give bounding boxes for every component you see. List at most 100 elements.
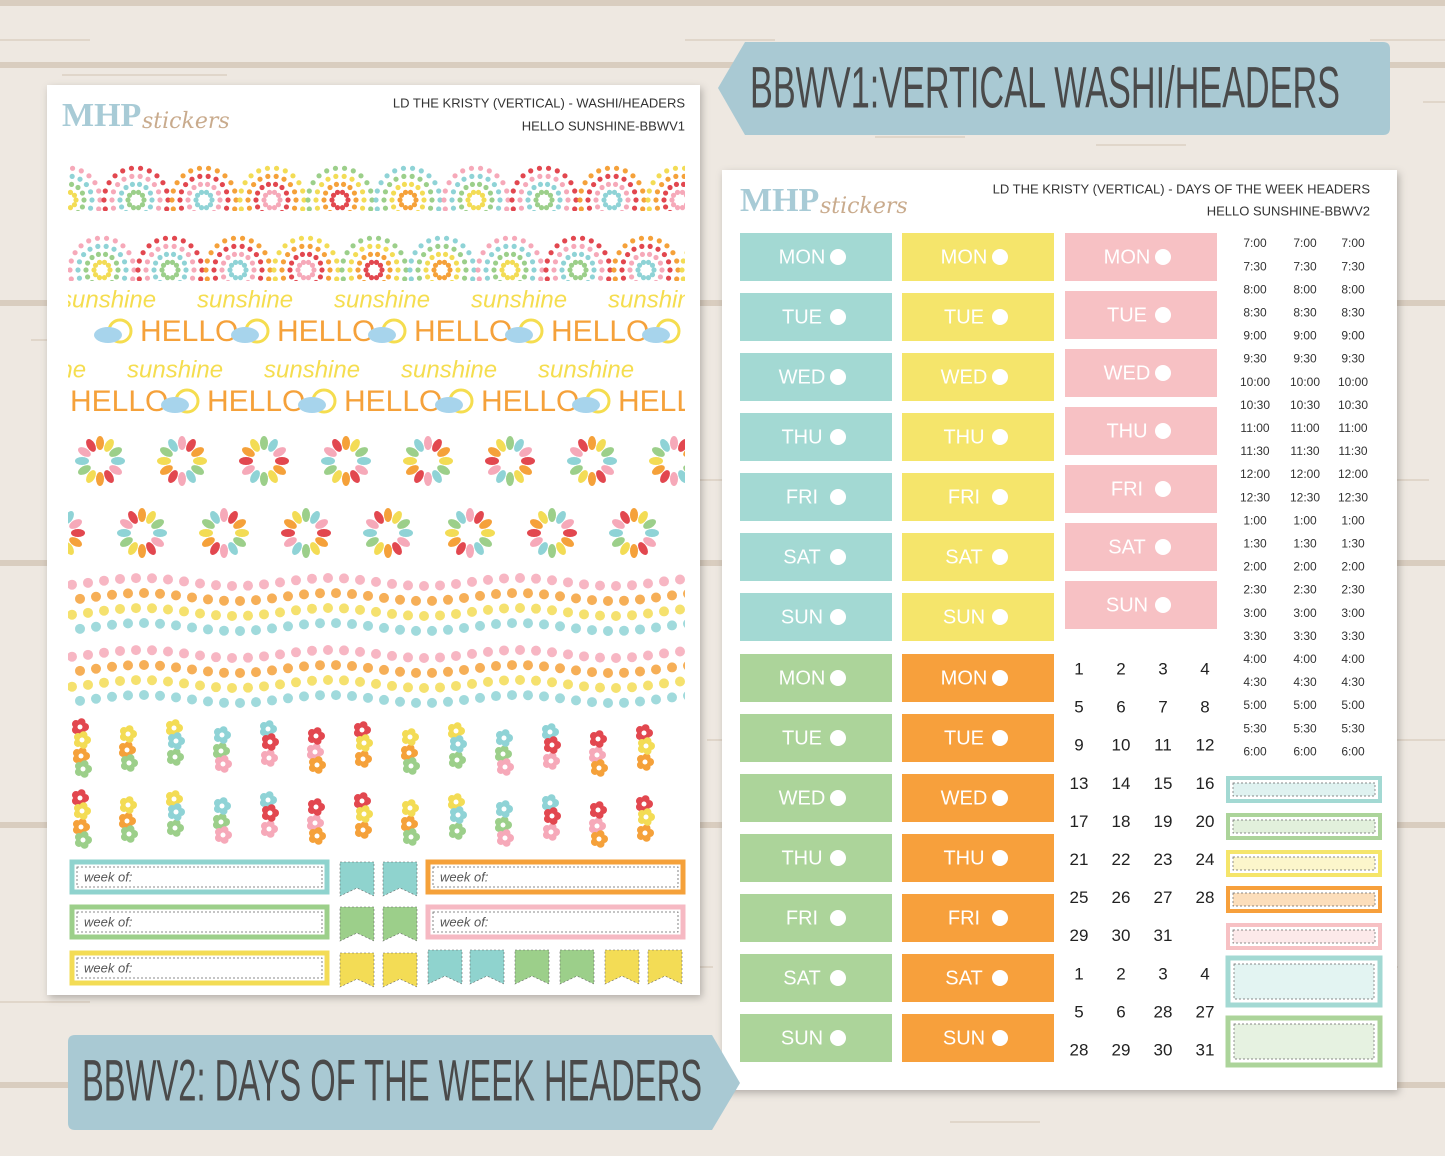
label-box (1226, 886, 1382, 913)
washi-dot (653, 279, 659, 281)
day-checkbox (830, 970, 846, 986)
washi-flower (507, 660, 517, 671)
washi-flower (227, 580, 237, 591)
washi-flower (427, 595, 437, 606)
washi-dot (543, 267, 549, 273)
washi-dot (587, 246, 593, 252)
washi-dot (435, 243, 441, 249)
washi-dot (411, 192, 418, 198)
washi-dot (348, 259, 355, 265)
flag-sticker (604, 949, 640, 985)
washi-dot (330, 250, 336, 256)
washi-petal (69, 537, 82, 547)
washi-flower-center (80, 837, 86, 843)
washi-dot (76, 259, 83, 265)
washi-dot (647, 243, 653, 249)
washi-dot (189, 176, 195, 182)
washi-dot (429, 254, 435, 261)
washi-petal (374, 542, 384, 555)
date-label: 23 (1154, 850, 1173, 869)
washi-petal (643, 519, 656, 529)
washi-strip: sunshineHELLOsunshineHELLOsunshineHELLOs… (68, 287, 685, 353)
washi-flower (547, 647, 557, 658)
washi-dot (572, 188, 578, 194)
washi-dot (353, 197, 359, 203)
washi-flower (683, 661, 685, 670)
washi-dot (554, 243, 560, 249)
washi-dot (259, 209, 265, 211)
washi-flower-center (547, 729, 553, 735)
washi-flower (643, 680, 653, 691)
washi-dot (562, 173, 568, 179)
washi-flower (235, 625, 245, 636)
washi-flower-center (266, 826, 272, 832)
washi-flower (323, 675, 333, 686)
flag-sticker (382, 952, 418, 988)
washi-flower (427, 667, 437, 678)
washi-flower-center (406, 821, 412, 827)
washi-petal (312, 743, 321, 752)
washi-petal (601, 465, 614, 475)
washi-dot (679, 189, 685, 195)
washi-petal (649, 456, 663, 466)
washi-flower (371, 606, 381, 617)
washi-dot (86, 238, 92, 244)
washi-dot (368, 188, 374, 194)
washi-flower (291, 677, 301, 688)
date-label: 10 (1112, 736, 1131, 755)
washi-dot (72, 250, 78, 256)
washi-dot (205, 173, 211, 179)
washi-dot (220, 260, 227, 266)
washi-flower (171, 620, 181, 631)
washi-dot (582, 180, 588, 186)
washi-dot (416, 259, 423, 265)
washi-dot (645, 275, 652, 281)
washi-petal (500, 816, 509, 825)
washi-dot (503, 243, 509, 249)
time-label: 5:00 (1293, 698, 1317, 712)
washi-petal (160, 465, 173, 475)
washi-dot (589, 260, 596, 266)
label-box-large (1225, 1015, 1383, 1068)
washi-dot (551, 209, 557, 211)
washi-dot (305, 275, 312, 281)
washi-dot (105, 272, 112, 278)
washi-flower (363, 692, 373, 703)
washi-flower (363, 662, 373, 673)
washi-dot (538, 258, 544, 264)
washi-flower (667, 620, 677, 631)
washi-dot (355, 181, 361, 188)
washi-strip (68, 500, 685, 566)
washi-flower-center (173, 809, 179, 815)
washi-dot (94, 235, 101, 241)
washi-flower (667, 692, 677, 703)
washi-word: HELLO (140, 315, 238, 348)
label-box-large (1225, 955, 1383, 1008)
flag-sticker (339, 861, 375, 897)
washi-flower (595, 610, 605, 621)
washi-dot (165, 197, 171, 203)
washi-petal (120, 537, 133, 547)
washi-petal (423, 436, 433, 450)
time-label: 8:00 (1243, 282, 1267, 296)
washi-dot (282, 243, 288, 249)
washi-dot (317, 260, 324, 266)
sheet-2-subtitle: HELLO SUNSHINE-BBWV2 (1207, 203, 1370, 218)
washi-flower (571, 695, 581, 706)
time-label: 6:00 (1293, 744, 1317, 758)
washi-flower (219, 697, 229, 708)
washi-dot (407, 205, 414, 211)
washi-flower (587, 625, 597, 636)
washi-dot (290, 238, 296, 244)
washi-dot (123, 209, 129, 211)
day-label: SAT (783, 967, 820, 989)
washi-dot (355, 267, 361, 273)
washi-dot (155, 205, 162, 211)
washi-dot (531, 209, 537, 211)
washi-petal (479, 519, 492, 529)
day-checkbox (830, 790, 846, 806)
day-checkbox (1155, 365, 1171, 381)
washi-petal (366, 519, 379, 529)
washi-dot (334, 258, 340, 264)
washi-dot (476, 276, 482, 281)
